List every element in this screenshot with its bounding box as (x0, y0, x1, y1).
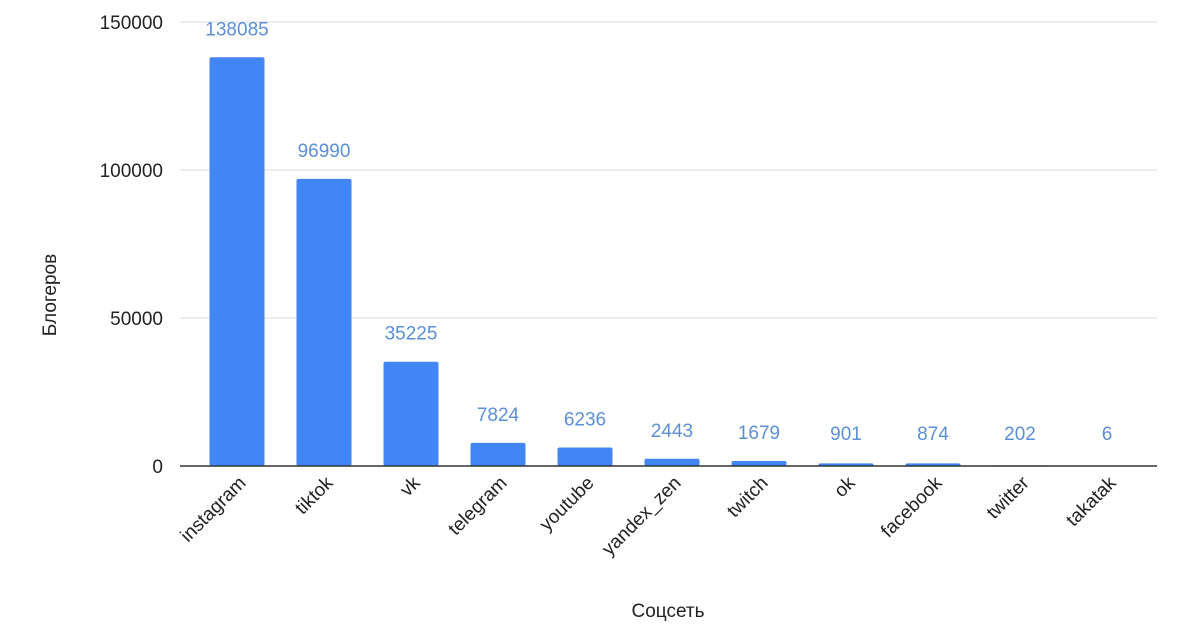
x-tick-label: twitter (983, 472, 1034, 523)
x-tick-label: instagram (177, 473, 251, 547)
data-label: 1679 (738, 423, 780, 444)
x-tick-label: vk (396, 472, 425, 501)
y-tick-label: 0 (152, 457, 163, 478)
x-tick-label: telegram (444, 473, 511, 540)
x-tick-label: ok (830, 472, 859, 501)
data-label: 874 (917, 424, 949, 445)
x-tick-label: facebook (877, 472, 947, 542)
x-tick-label: takatak (1062, 472, 1121, 531)
data-label: 901 (830, 424, 862, 445)
data-label: 7824 (477, 405, 520, 426)
data-label: 96990 (298, 141, 351, 162)
data-label: 6236 (564, 410, 606, 431)
data-label: 35225 (385, 324, 438, 345)
x-axis-title: Соцсеть (632, 601, 705, 622)
bars (210, 57, 1135, 466)
x-tick-label: youtube (536, 473, 599, 536)
x-tick-label: yandex_zen (598, 473, 685, 560)
y-axis-ticks: 0 50000 100000 150000 (100, 13, 163, 478)
y-tick-label: 50000 (110, 309, 163, 330)
data-label: 202 (1004, 424, 1036, 445)
data-label: 6 (1102, 424, 1113, 445)
bar (384, 362, 439, 466)
bar (210, 57, 265, 466)
bar (645, 459, 700, 466)
bar (558, 448, 613, 466)
x-tick-label: twitch (723, 473, 772, 522)
data-label: 2443 (651, 421, 693, 442)
y-tick-label: 150000 (100, 13, 163, 34)
y-axis-title: Блогеров (40, 254, 61, 336)
data-label: 138085 (205, 19, 268, 40)
y-tick-label: 100000 (100, 161, 163, 182)
x-tick-label: tiktok (291, 472, 338, 519)
bar (297, 179, 352, 466)
bar (471, 443, 526, 466)
